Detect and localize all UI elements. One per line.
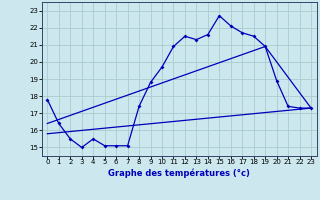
X-axis label: Graphe des températures (°c): Graphe des températures (°c) bbox=[108, 168, 250, 178]
